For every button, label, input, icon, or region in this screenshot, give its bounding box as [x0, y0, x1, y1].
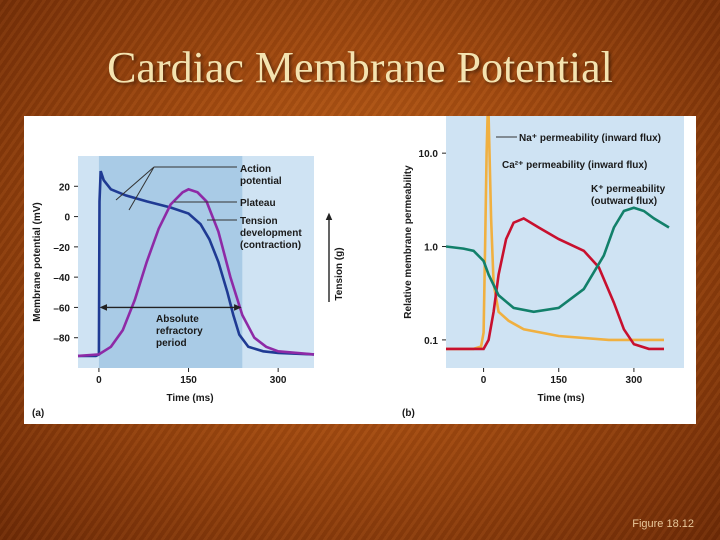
annotation-tension-label-2: development	[240, 228, 302, 239]
annotation-arp-label-2: refractory	[156, 326, 203, 337]
chart-a-series-tension	[77, 187, 315, 358]
chart-b-x-tick-label: 150	[550, 375, 567, 386]
chart-b-series-na	[446, 114, 664, 351]
chart-b-x-ticks: 0 150 300	[481, 368, 643, 386]
callout-action-potential-line-2	[128, 166, 155, 211]
slide-title: Cardiac Membrane Potential	[107, 43, 613, 92]
chart-a-y-tick-label: –40	[53, 273, 70, 284]
chart-a-x-tick-label: 0	[96, 375, 102, 386]
chart-a-y-ticks: 20 0 –20 –40 –60 –80	[53, 182, 78, 345]
chart-a-y-tick-label: –20	[53, 243, 70, 254]
chart-b-series-ca	[446, 216, 664, 351]
chart-b-x-label: Time (ms)	[537, 393, 584, 404]
annotation-na-label: Na⁺ permeability (inward flux)	[519, 133, 661, 144]
chart-a-y-tick-label: 20	[59, 182, 71, 193]
annotation-arp-label-3: period	[156, 338, 187, 349]
chart-b-x-tick-label: 0	[481, 375, 487, 386]
chart-a-x-tick-label: 150	[180, 375, 197, 386]
chart-a-x-label: Time (ms)	[166, 393, 213, 404]
annotation-k-label-2: (outward flux)	[591, 196, 657, 207]
chart-b-y-tick-label: 10.0	[419, 149, 439, 160]
chart-b-y-ticks: 10.0 1.0 0.1	[419, 149, 446, 347]
chart-b-panel-label: (b)	[402, 408, 415, 419]
annotation-action-label-2: potential	[240, 176, 282, 187]
annotation-plateau-label: Plateau	[240, 198, 276, 209]
figure-svg: 20 0 –20 –40 –60 –80 0 150 300 Action potential…	[32, 114, 684, 419]
chart-a: 20 0 –20 –40 –60 –80 0 150 300 Action potential…	[32, 156, 345, 419]
chart-a-panel-label: (a)	[32, 408, 44, 419]
annotation-action-label-1: Action	[240, 164, 271, 175]
chart-b-y-tick-label: 1.0	[424, 243, 438, 254]
annotation-arp-label-1: Absolute	[156, 314, 199, 325]
figure-panel: 20 0 –20 –40 –60 –80 0 150 300 Action potential…	[24, 114, 696, 424]
annotation-ca-label: Ca²⁺ permeability (inward flux)	[502, 160, 647, 171]
annotation-tension-label-3: (contraction)	[240, 240, 301, 251]
callout-action-potential-line-1	[115, 166, 155, 201]
chart-a-y-tick-label: –60	[53, 303, 70, 314]
chart-b-y-label: Relative membrane permeability	[403, 165, 414, 319]
chart-a-series-action-potential	[78, 170, 315, 358]
chart-a-x-tick-label: 300	[270, 375, 287, 386]
annotation-k-label-1: K⁺ permeability	[591, 184, 666, 195]
chart-b-x-tick-label: 300	[626, 375, 643, 386]
chart-a-y-label: Membrane potential (mV)	[32, 202, 43, 321]
chart-b-series-k	[445, 206, 670, 314]
chart-b: 10.0 1.0 0.1 0 150 300 Na⁺ permeability (inw…	[402, 114, 684, 419]
chart-a-x-ticks: 0 150 300	[96, 368, 287, 386]
figure-caption: Figure 18.12	[632, 518, 694, 530]
chart-a-y-tick-label: 0	[64, 213, 70, 224]
annotation-tension-label-1: Tension	[240, 216, 278, 227]
chart-a-y-tick-label: –80	[53, 334, 70, 345]
chart-b-y-tick-label: 0.1	[424, 336, 438, 347]
chart-a-y2-label: Tension (g)	[334, 247, 345, 300]
